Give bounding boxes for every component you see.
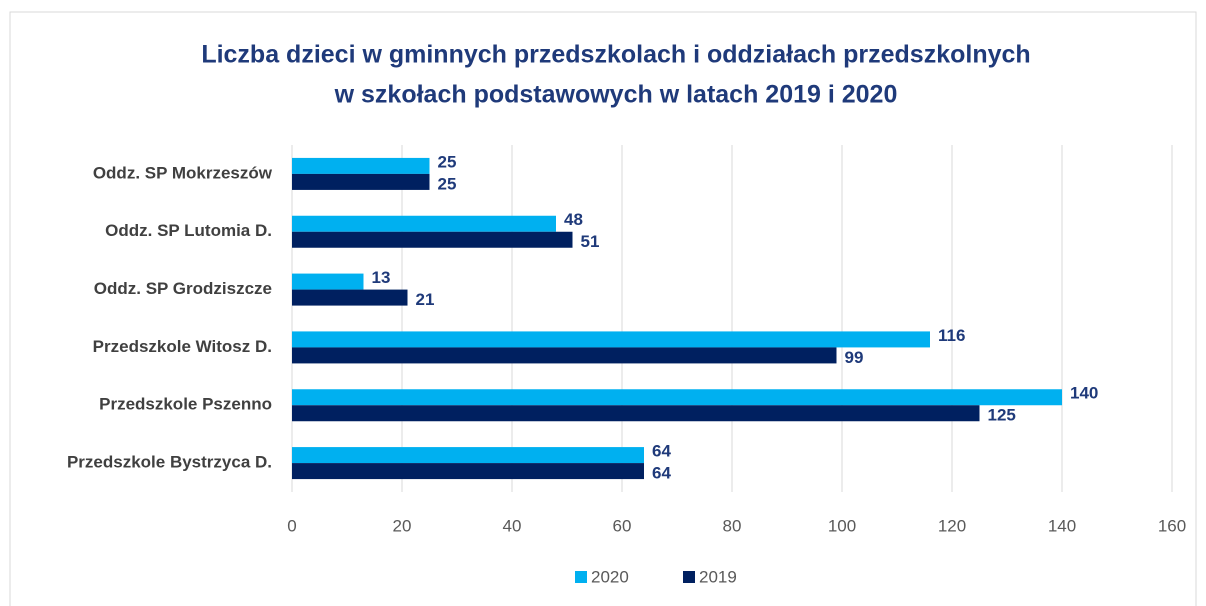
data-label: 21 [416,290,435,309]
x-tick-label: 100 [828,516,856,535]
bar [292,231,573,248]
bar [292,463,644,480]
bar [292,389,1062,406]
legend-label: 2019 [699,567,737,586]
x-tick-label: 140 [1048,516,1076,535]
x-tick-label: 0 [287,516,296,535]
bar [292,157,430,174]
bar [292,215,556,232]
legend-label: 2020 [591,567,629,586]
data-label: 25 [438,152,457,171]
x-tick-label: 60 [613,516,632,535]
x-tick-label: 80 [723,516,742,535]
y-tick-label: Przedszkole Witosz D. [93,337,272,356]
data-label: 125 [988,406,1016,425]
y-tick-label: Oddz. SP Lutomia D. [105,221,272,240]
legend-swatch [575,571,587,583]
data-label: 64 [652,464,671,483]
data-label: 25 [438,174,457,193]
bar [292,331,930,348]
chart-title: w szkołach podstawowych w latach 2019 i … [334,81,898,109]
data-label: 13 [372,268,391,287]
bar [292,289,408,306]
data-label: 51 [581,232,600,251]
data-label: 99 [845,348,864,367]
legend-swatch [683,571,695,583]
data-label: 48 [564,210,583,229]
data-label: 140 [1070,384,1098,403]
chart-title: Liczba dzieci w gminnych przedszkolach i… [201,41,1030,69]
bar [292,405,980,422]
chart-frame [9,11,1197,606]
x-tick-label: 20 [393,516,412,535]
y-tick-label: Przedszkole Pszenno [99,395,272,414]
bar [292,447,644,464]
y-tick-label: Oddz. SP Mokrzeszów [93,163,273,182]
y-tick-label: Przedszkole Bystrzyca D. [67,453,272,472]
x-tick-label: 40 [503,516,522,535]
bar [292,173,430,190]
bar [292,273,364,290]
data-label: 64 [652,442,671,461]
x-tick-label: 120 [938,516,966,535]
x-tick-label: 160 [1158,516,1186,535]
bar [292,347,837,364]
y-tick-label: Oddz. SP Grodziszcze [94,279,272,298]
data-label: 116 [938,326,965,345]
